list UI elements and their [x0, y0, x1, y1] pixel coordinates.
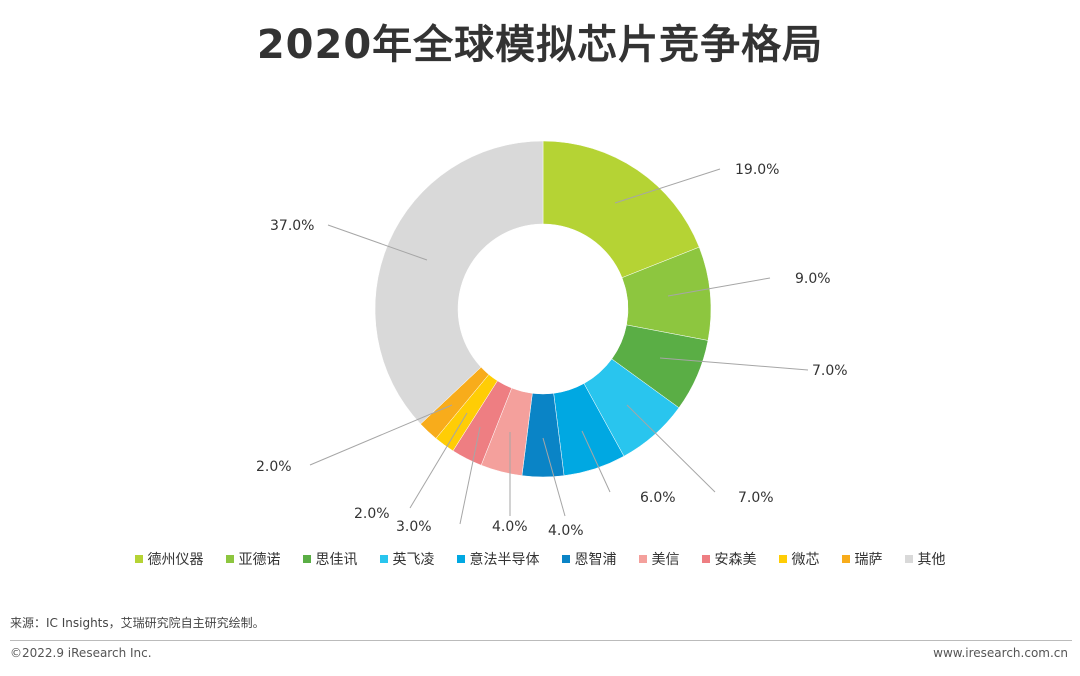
data-label-8: 3.0%: [396, 519, 432, 535]
leader-line-8: [459, 426, 481, 525]
legend-swatch: [456, 555, 465, 563]
data-label-6: 4.0%: [548, 523, 584, 539]
leader-line-2: [667, 277, 771, 297]
legend-swatch: [638, 555, 647, 563]
legend-item-11: 其他: [904, 549, 946, 569]
leader-line-4: [626, 404, 716, 493]
leader-line-5: [581, 430, 611, 493]
data-label-5: 6.0%: [640, 490, 676, 506]
data-label-7: 4.0%: [492, 519, 528, 535]
chart-legend: 德州仪器 亚德诺 思佳讯 英飞凌 意法半导体 恩智浦 美信 安森美 微芯 瑞萨 其他: [0, 549, 1080, 569]
leader-line-1: [614, 168, 721, 204]
legend-label: 瑞萨: [854, 552, 883, 568]
legend-swatch: [841, 555, 850, 563]
leader-line-9: [409, 412, 468, 509]
legend-item-9: 微芯: [778, 549, 820, 569]
source-note: 来源：IC Insights，艾瑞研究院自主研究绘制。: [10, 616, 265, 630]
data-label-1: 19.0%: [735, 162, 779, 178]
legend-label: 其他: [917, 552, 946, 568]
legend-swatch: [701, 555, 710, 563]
data-label-4: 7.0%: [738, 490, 774, 506]
data-label-10: 2.0%: [256, 459, 292, 475]
legend-item-7: 美信: [638, 549, 680, 569]
leader-line-10: [309, 404, 453, 466]
data-label-11: 37.0%: [270, 218, 314, 234]
data-label-3: 7.0%: [812, 363, 848, 379]
legend-label: 安森美: [714, 552, 757, 568]
data-label-2: 9.0%: [795, 271, 831, 287]
donut-slice-11: [374, 140, 544, 425]
legend-swatch: [379, 555, 388, 563]
legend-label: 亚德诺: [238, 552, 281, 568]
leader-line-6: [542, 437, 566, 517]
legend-item-8: 安森美: [701, 549, 757, 569]
copyright-text: ©2022.9 iResearch Inc.: [10, 646, 152, 660]
legend-item-5: 意法半导体: [456, 549, 540, 569]
website-link[interactable]: www.iresearch.com.cn: [933, 646, 1068, 660]
legend-item-6: 恩智浦: [561, 549, 617, 569]
legend-label: 德州仪器: [147, 552, 204, 568]
legend-swatch: [225, 555, 234, 563]
footer-divider: [10, 640, 1072, 641]
legend-label: 微芯: [791, 552, 820, 568]
legend-label: 意法半导体: [469, 552, 540, 568]
legend-label: 恩智浦: [574, 552, 617, 568]
leader-line-11: [327, 224, 428, 261]
legend-label: 思佳讯: [315, 552, 358, 568]
leader-line-3: [659, 357, 809, 371]
legend-swatch: [904, 555, 913, 563]
legend-swatch: [778, 555, 787, 563]
legend-item-10: 瑞萨: [841, 549, 883, 569]
legend-item-2: 亚德诺: [225, 549, 281, 569]
chart-title: 2020年全球模拟芯片竞争格局: [256, 22, 824, 68]
legend-swatch: [134, 555, 143, 563]
legend-item-4: 英飞凌: [379, 549, 435, 569]
data-label-9: 2.0%: [354, 506, 390, 522]
legend-item-3: 思佳讯: [302, 549, 358, 569]
legend-label: 美信: [651, 552, 680, 568]
legend-item-1: 德州仪器: [134, 549, 204, 569]
legend-swatch: [561, 555, 570, 563]
legend-swatch: [302, 555, 311, 563]
legend-label: 英飞凌: [392, 552, 435, 568]
donut-slice-1: [542, 140, 700, 279]
